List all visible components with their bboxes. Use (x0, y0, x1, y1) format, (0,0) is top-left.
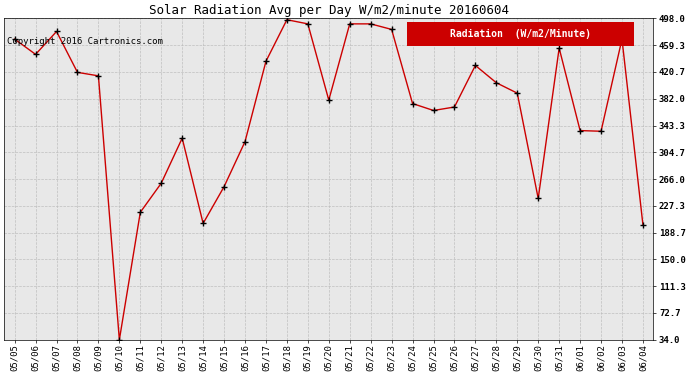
Text: Radiation  (W/m2/Minute): Radiation (W/m2/Minute) (450, 29, 591, 39)
Title: Solar Radiation Avg per Day W/m2/minute 20160604: Solar Radiation Avg per Day W/m2/minute … (149, 4, 509, 17)
Text: Copyright 2016 Cartronics.com: Copyright 2016 Cartronics.com (7, 38, 163, 46)
